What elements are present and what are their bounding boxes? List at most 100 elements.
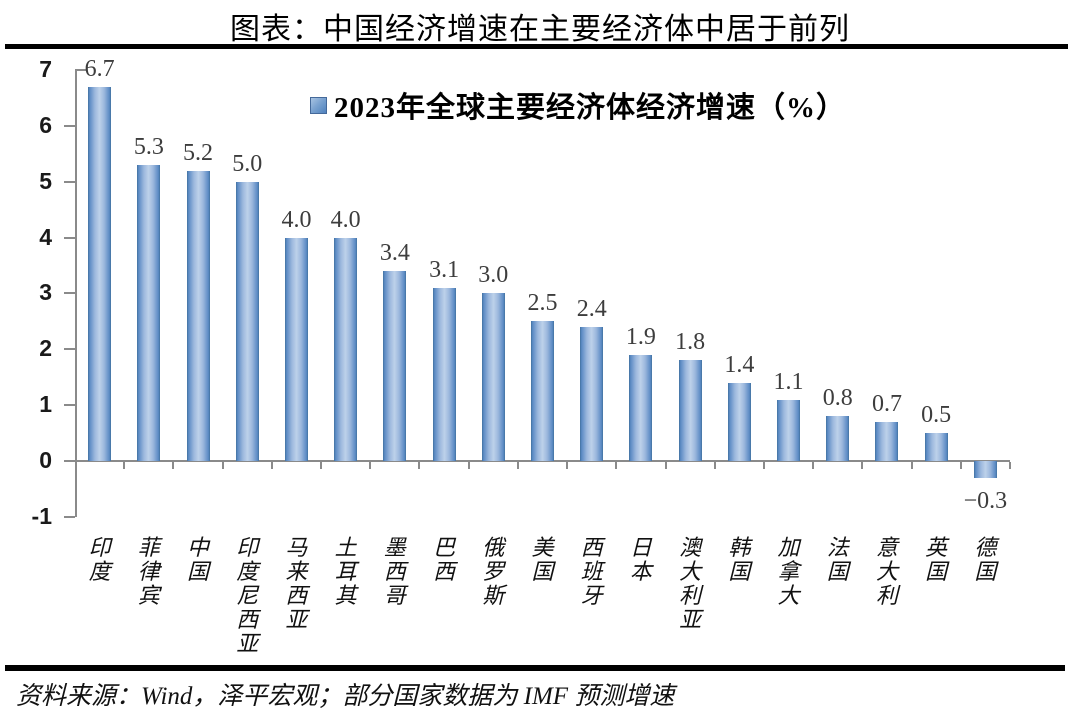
category-char: 亚 — [236, 631, 259, 656]
category-label: 法国 — [823, 536, 853, 584]
bar — [531, 321, 554, 461]
bar — [88, 86, 112, 461]
x-axis-tick — [369, 462, 372, 469]
x-axis-tick — [861, 462, 864, 469]
category-char: 大 — [679, 559, 702, 584]
bar-value-label: 1.4 — [724, 351, 755, 378]
category-char: 国 — [728, 559, 751, 584]
category-char: 亚 — [679, 607, 702, 632]
bar — [678, 360, 702, 461]
x-axis-tick — [172, 462, 175, 469]
y-axis-tick — [64, 460, 75, 462]
x-axis-line — [75, 460, 1010, 462]
category-char: 德 — [974, 535, 997, 560]
x-axis-tick — [1009, 462, 1011, 469]
category-label: 马来西亚 — [281, 536, 311, 632]
x-axis-tick — [615, 462, 618, 469]
top-divider — [5, 44, 1068, 49]
category-char: 宾 — [137, 583, 160, 608]
category-char: 西 — [433, 559, 456, 584]
y-axis-tick — [64, 348, 75, 351]
x-axis-tick — [812, 462, 815, 469]
category-label: 土耳其 — [331, 536, 361, 608]
legend-marker-icon — [310, 96, 327, 114]
bar — [973, 461, 997, 478]
category-char: 日 — [629, 535, 652, 560]
bar-value-label: 3.0 — [478, 262, 509, 289]
category-char: 国 — [531, 559, 554, 584]
category-char: 墨 — [383, 535, 406, 560]
category-label: 西班牙 — [577, 536, 607, 608]
x-axis-tick — [664, 462, 667, 469]
bar — [383, 271, 407, 461]
category-char: 国 — [974, 559, 997, 584]
y-axis-tick-label: 2 — [39, 335, 52, 362]
category-char: 尼 — [236, 583, 259, 608]
bar-value-label: 4.0 — [281, 206, 312, 233]
y-axis-top-tick — [75, 69, 86, 71]
category-char: 国 — [925, 559, 948, 584]
x-axis-tick — [467, 462, 470, 469]
bar — [284, 237, 308, 461]
x-axis-tick — [762, 462, 765, 469]
category-char: 英 — [925, 535, 948, 560]
category-label: 菲律宾 — [134, 536, 164, 608]
bar — [137, 164, 161, 461]
x-axis-tick — [418, 462, 421, 469]
category-char: 国 — [187, 559, 210, 584]
bar-value-label: 3.1 — [429, 256, 460, 283]
category-label: 德国 — [970, 536, 1000, 584]
bar — [924, 433, 948, 461]
category-char: 本 — [629, 559, 652, 584]
bar-value-label: 5.0 — [232, 150, 263, 177]
category-char: 斯 — [482, 583, 505, 608]
category-char: 利 — [679, 583, 702, 608]
category-char: 国 — [826, 559, 849, 584]
y-axis-tick — [64, 404, 75, 407]
bar — [727, 382, 751, 461]
y-axis-tick-label: 3 — [39, 279, 52, 306]
y-axis-tick-label: 7 — [39, 56, 52, 82]
y-axis-tick-label: 5 — [39, 167, 52, 194]
bar-value-label: 1.8 — [675, 329, 706, 356]
bar-value-label: −0.3 — [963, 487, 1008, 514]
category-char: 印 — [236, 535, 259, 560]
x-axis-tick — [123, 462, 126, 469]
category-label: 日本 — [626, 536, 656, 584]
bar-value-label: 1.1 — [773, 368, 804, 395]
bar-value-label: 0.5 — [921, 402, 952, 429]
category-char: 西 — [383, 559, 406, 584]
x-axis-tick — [566, 462, 569, 469]
y-axis-tick — [64, 292, 75, 295]
category-char: 来 — [285, 559, 308, 584]
category-label: 俄罗斯 — [478, 536, 508, 608]
category-label: 英国 — [921, 536, 951, 584]
category-char: 班 — [580, 559, 603, 584]
category-char: 澳 — [679, 535, 702, 560]
bar — [875, 421, 899, 461]
category-char: 度 — [88, 559, 111, 584]
category-char: 印 — [88, 535, 111, 560]
y-axis-tick — [64, 180, 75, 183]
category-char: 菲 — [137, 535, 160, 560]
category-char: 巴 — [433, 535, 456, 560]
legend-label: 2023年全球主要经济体经济增速（%） — [334, 92, 847, 124]
y-axis-tick — [64, 124, 75, 127]
source-note: 资料来源：Wind，泽平宏观；部分国家数据为 IMF 预测增速 — [16, 683, 675, 710]
y-axis-tick — [64, 515, 75, 518]
category-char: 法 — [826, 535, 849, 560]
category-char: 其 — [334, 583, 357, 608]
x-axis-tick — [221, 462, 224, 469]
bar — [186, 170, 210, 461]
bottom-divider — [5, 665, 1065, 671]
bar-value-label: 4.0 — [330, 206, 361, 233]
y-axis-tick-label: -1 — [31, 502, 52, 529]
category-char: 韩 — [728, 535, 751, 560]
bar — [432, 287, 456, 461]
category-char: 亚 — [285, 607, 308, 632]
category-char: 西 — [580, 535, 603, 560]
bar-value-label: 0.8 — [822, 385, 853, 412]
x-axis-tick — [320, 462, 323, 469]
bar-value-label: 5.3 — [133, 133, 164, 160]
